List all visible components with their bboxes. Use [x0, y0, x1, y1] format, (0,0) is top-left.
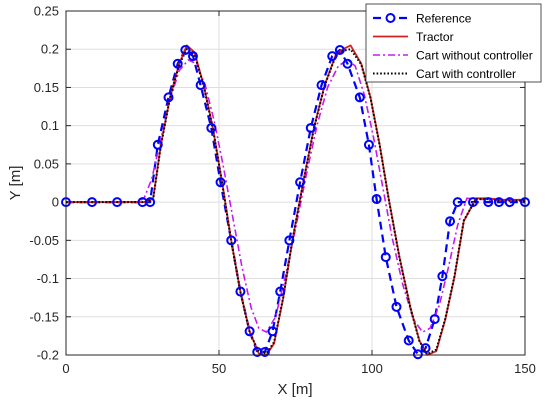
reference-point	[420, 343, 431, 354]
reference-point	[172, 58, 183, 69]
reference-point	[284, 235, 295, 246]
reference-point	[483, 197, 494, 208]
reference-point	[429, 314, 440, 325]
reference-point	[235, 286, 246, 297]
x-tick-labels: 0 50 100 150	[62, 361, 535, 376]
reference-point	[244, 326, 255, 337]
reference-point	[316, 80, 327, 91]
reference-point	[187, 51, 198, 62]
reference-point	[380, 252, 391, 263]
reference-point	[354, 92, 365, 103]
legend: Reference Tractor Cart without controller C…	[365, 3, 542, 83]
reference-point	[206, 122, 217, 133]
x-axis-label: X [m]	[277, 381, 312, 398]
y-tick-label: 0	[52, 195, 59, 210]
reference-point	[437, 271, 448, 282]
series-line-reference	[66, 48, 525, 356]
reference-point	[445, 216, 456, 227]
y-tick-labels: -0.2 -0.15 -0.1 -0.05 0 0.05 0.1 0.15 0.2 0.25	[29, 4, 59, 363]
x-tick-label: 50	[212, 361, 226, 376]
legend-label: Reference	[416, 12, 472, 26]
x-tick-label: 0	[62, 361, 69, 376]
reference-point	[275, 286, 286, 297]
reference-point	[391, 301, 402, 312]
reference-point	[403, 335, 414, 346]
reference-point	[152, 139, 163, 150]
reference-point	[363, 139, 374, 150]
reference-point	[259, 346, 270, 357]
series-line-cart-with-controller	[66, 48, 525, 356]
reference-point	[226, 235, 237, 246]
reference-point	[305, 122, 316, 133]
reference-point	[452, 197, 463, 208]
reference-point	[467, 197, 478, 208]
reference-point	[163, 92, 174, 103]
y-tick-label: -0.1	[37, 271, 59, 286]
reference-point	[112, 197, 123, 208]
y-tick-label: 0.25	[34, 4, 59, 19]
x-tick-label: 100	[361, 361, 383, 376]
reference-point	[195, 80, 206, 91]
y-tick-label: -0.05	[29, 233, 59, 248]
y-tick-label: 0.2	[41, 42, 59, 57]
y-tick-label: 0.1	[41, 118, 59, 133]
plot-frame	[65, 10, 526, 356]
reference-point	[180, 44, 191, 55]
y-tick-label: -0.15	[29, 309, 59, 324]
reference-point	[295, 177, 306, 188]
reference-point	[87, 197, 98, 208]
reference-point	[145, 197, 156, 208]
legend-label: Tractor	[416, 30, 454, 44]
reference-point	[327, 51, 338, 62]
reference-point	[342, 58, 353, 69]
reference-point	[371, 194, 382, 205]
reference-point	[504, 197, 515, 208]
reference-point	[412, 349, 423, 360]
y-tick-label: 0.15	[34, 80, 59, 95]
reference-point	[334, 44, 345, 55]
legend-marker	[385, 13, 396, 23]
legend-label: Cart without controller	[416, 49, 533, 63]
x-tick-label: 150	[514, 361, 536, 376]
series-layer	[61, 44, 530, 360]
y-tick-label: -0.2	[37, 348, 59, 363]
y-tick-label: 0.05	[34, 156, 59, 171]
reference-point	[215, 177, 226, 188]
reference-point	[493, 197, 504, 208]
reference-point	[267, 326, 278, 337]
y-axis-label: Y [m]	[7, 166, 24, 201]
legend-label: Cart with controller	[416, 67, 516, 81]
series-line-cart-without-controller	[66, 59, 525, 333]
